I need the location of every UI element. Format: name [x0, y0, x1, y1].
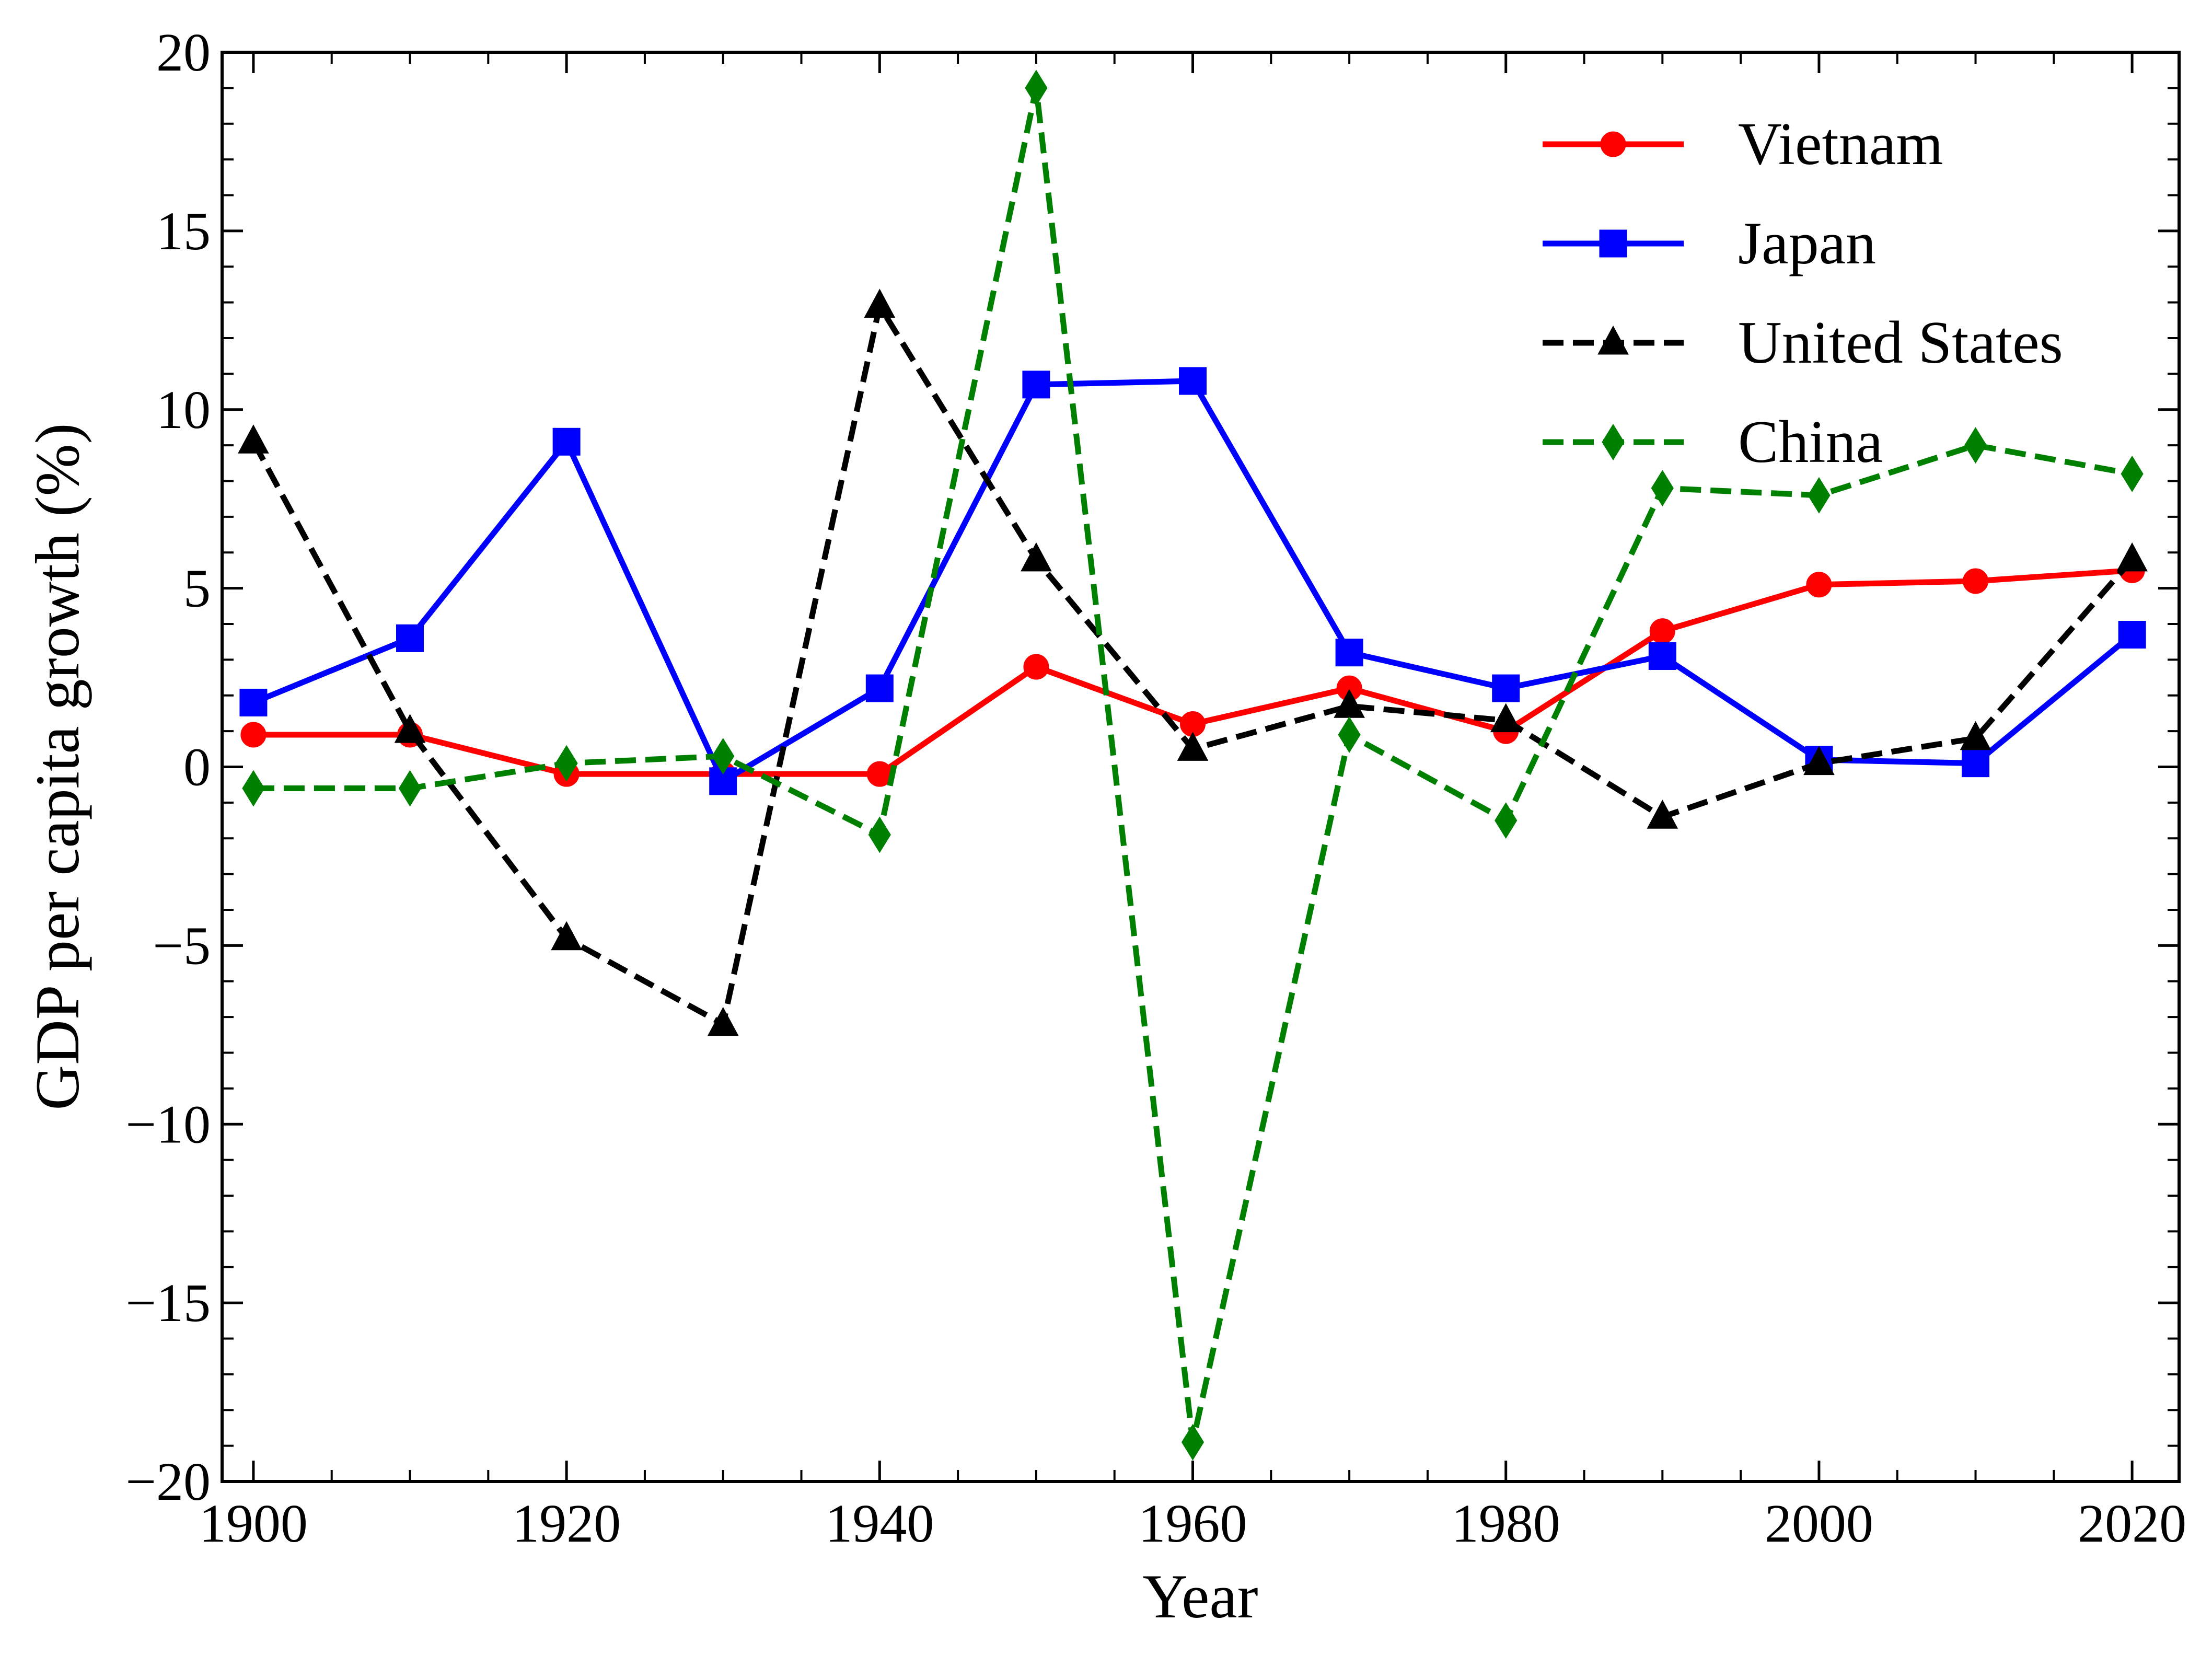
data-point-china	[1181, 1423, 1205, 1461]
data-point-japan	[1179, 367, 1207, 395]
data-point-japan	[552, 427, 581, 456]
series-group	[238, 70, 2148, 1461]
data-point-china	[1808, 477, 1831, 514]
y-tick-label: −20	[125, 1452, 211, 1512]
plot-frame	[221, 51, 2181, 1483]
data-point-japan	[1022, 371, 1050, 399]
data-point-united-states	[864, 288, 896, 318]
data-point-japan	[1648, 642, 1676, 670]
x-tick-labels: 1900 1920 1940 1960 1980 2000 2020	[199, 1494, 2186, 1554]
y-axis-title: GDP per capita growth (%)	[22, 423, 92, 1110]
x-axis-title: Year	[1142, 1561, 1258, 1631]
data-point-united-states	[1021, 542, 1052, 572]
y-tick-label: 20	[156, 22, 211, 83]
y-tick-label: 5	[183, 559, 211, 619]
data-point-united-states	[1960, 721, 1991, 750]
data-point-united-states	[1177, 732, 1209, 761]
data-point-vietnam	[1023, 654, 1049, 680]
x-tick-label: 1920	[512, 1494, 621, 1554]
data-point-united-states	[707, 1006, 739, 1036]
data-point-china	[1025, 70, 1048, 107]
legend-label-united-states: United States	[1738, 309, 2063, 376]
data-point-china	[555, 745, 578, 782]
legend-marker-united-states	[1597, 325, 1629, 355]
data-point-japan	[1492, 674, 1520, 702]
data-point-china	[242, 770, 265, 807]
y-tick-labels: −20 −15 −10 −5 0 5 10 15 20	[125, 22, 211, 1512]
data-point-china	[1964, 427, 1987, 464]
x-tick-label: 1940	[825, 1494, 934, 1554]
data-point-vietnam	[1806, 572, 1832, 598]
y-tick-label: −5	[153, 916, 211, 976]
data-point-united-states	[1803, 746, 1835, 776]
minor-ticks	[222, 52, 2179, 1482]
data-point-united-states	[1490, 703, 1522, 733]
legend-marker-japan	[1599, 229, 1627, 258]
legend-label-vietnam: Vietnam	[1738, 111, 1943, 178]
data-point-united-states	[1647, 800, 1678, 829]
legend-item-japan: Japan	[1543, 210, 1876, 277]
x-tick-label: 1960	[1139, 1494, 1247, 1554]
data-point-japan	[2118, 621, 2146, 649]
data-point-vietnam	[1963, 568, 1989, 594]
data-point-china	[1651, 470, 1674, 507]
x-tick-label: 1980	[1452, 1494, 1560, 1554]
data-point-japan	[1962, 749, 1990, 778]
data-point-vietnam	[240, 722, 267, 748]
legend-marker-vietnam	[1600, 131, 1626, 157]
data-point-united-states	[2116, 542, 2148, 572]
series-china	[242, 70, 2144, 1461]
y-tick-label: −10	[125, 1094, 211, 1154]
legend-item-china: China	[1543, 409, 1883, 476]
data-point-japan	[396, 624, 424, 652]
legend: Vietnam Japan United States China	[1543, 111, 2063, 476]
data-point-vietnam	[1649, 618, 1675, 644]
data-point-china	[2121, 455, 2144, 492]
legend-item-united-states: United States	[1543, 309, 2063, 376]
data-point-china	[1338, 716, 1361, 753]
data-point-china	[868, 816, 891, 853]
y-tick-label: 0	[183, 737, 211, 797]
data-point-united-states	[551, 921, 582, 951]
x-tick-label: 2000	[1765, 1494, 1873, 1554]
series-united-states	[238, 288, 2148, 1036]
data-point-japan	[865, 674, 894, 702]
y-tick-label: −15	[125, 1273, 211, 1333]
data-point-china	[398, 770, 422, 807]
legend-label-china: China	[1738, 409, 1883, 476]
x-tick-label: 2020	[2078, 1494, 2186, 1554]
data-point-china	[1495, 802, 1518, 839]
legend-label-japan: Japan	[1738, 210, 1876, 277]
data-point-japan	[239, 688, 268, 716]
data-point-united-states	[238, 424, 269, 454]
legend-marker-china	[1602, 424, 1625, 460]
data-point-china	[712, 738, 735, 774]
y-tick-label: 10	[156, 380, 211, 440]
legend-item-vietnam: Vietnam	[1543, 111, 1943, 178]
y-tick-label: 15	[156, 201, 211, 261]
x-tick-label: 1900	[199, 1494, 308, 1554]
data-point-united-states	[394, 714, 426, 743]
data-point-japan	[1335, 639, 1363, 667]
